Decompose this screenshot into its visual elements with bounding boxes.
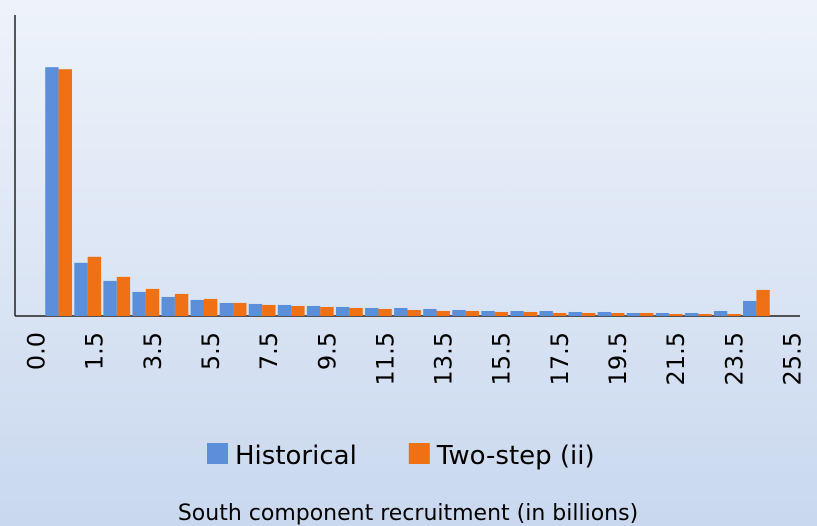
bar [452,309,466,316]
x-tick-label: 19.5 [604,332,632,385]
x-tick-label: 11.5 [371,332,399,385]
bar [698,313,712,316]
bar [394,307,408,316]
bar [684,312,699,316]
x-tick-label: 9.5 [313,332,341,370]
bar [335,306,350,316]
legend-swatch [207,443,228,464]
bar [510,310,524,316]
x-tick-label: 17.5 [546,332,574,385]
bar [713,310,728,316]
bar [568,311,582,316]
bar [291,305,305,316]
bar [190,299,204,316]
bar [103,280,117,316]
bar [174,293,189,316]
x-tick-label: 7.5 [255,332,283,370]
bar [581,312,596,316]
bar [494,311,509,316]
bar [161,296,175,316]
bar [436,310,450,316]
bar [306,305,321,316]
bar [626,312,641,316]
x-tick-label: 0.0 [23,332,51,370]
bar [655,312,670,316]
legend-swatch [408,443,430,464]
bar [145,288,160,316]
bar [465,310,480,316]
bar [203,298,218,316]
x-tick-label: 5.5 [197,332,225,370]
x-axis-title: South component recruitment (in billions… [178,501,638,526]
x-tick-label: 21.5 [662,332,690,385]
bar [132,291,146,316]
bar [45,67,59,316]
x-tick-label: 25.5 [778,332,806,385]
bar [539,310,553,316]
bar [277,304,292,316]
bar [756,289,770,316]
x-tick-label: 15.5 [488,332,516,385]
bar [74,262,88,316]
legend-label: Two-step (ii) [436,441,595,471]
bar [481,310,495,316]
bar [365,307,379,316]
bar [523,311,538,316]
bar [116,276,131,316]
bar [727,313,741,316]
bar [597,311,612,316]
bar [58,69,72,317]
x-tick-label: 23.5 [720,332,748,385]
bar [349,307,363,316]
bar [378,308,392,316]
bar [423,308,437,316]
x-tick-label: 3.5 [139,332,167,370]
legend-label: Historical [235,441,357,471]
bar [219,302,234,316]
bar [611,312,625,316]
bar [640,312,654,316]
x-tick-label: 1.5 [81,332,109,370]
bar [743,300,757,316]
x-tick-label: 13.5 [430,332,458,385]
bar [320,306,334,316]
bar [262,304,276,316]
bar [552,312,567,316]
bar [87,256,102,316]
bar [233,302,247,316]
bar [248,303,263,316]
bar [669,313,683,316]
bar [407,309,421,316]
